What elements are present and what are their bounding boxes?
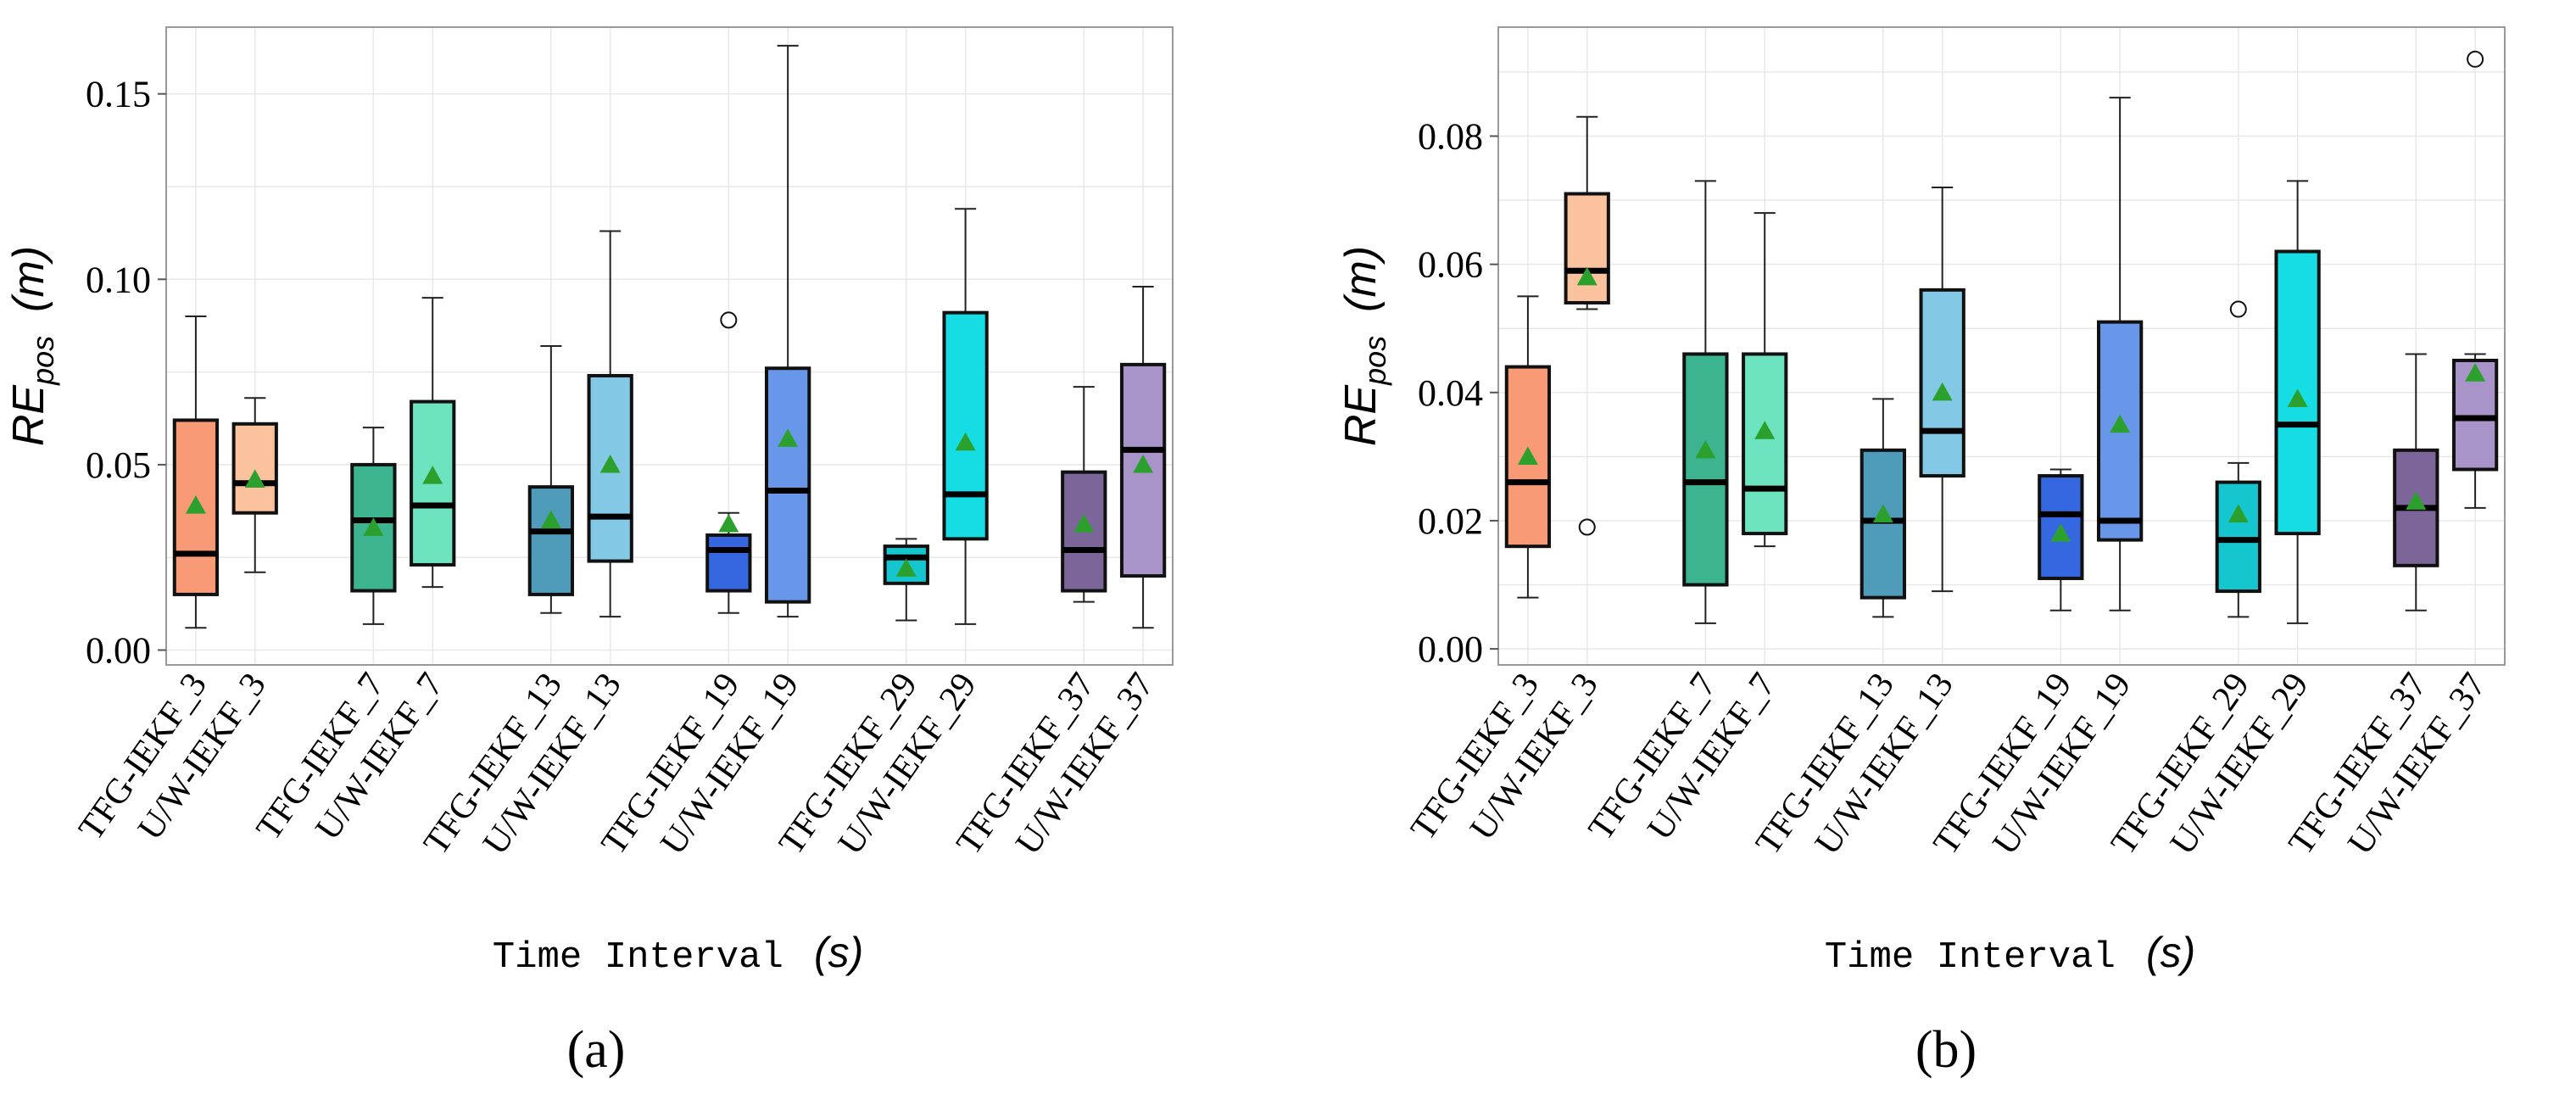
box-TFG-IEKF_13 — [527, 345, 574, 614]
mean-marker — [1133, 454, 1154, 473]
mean-marker — [2465, 363, 2486, 382]
box-iqr — [231, 422, 278, 515]
box-TFG-IEKF_29 — [2215, 300, 2261, 618]
mean-marker — [778, 428, 799, 447]
box-U/W-IEKF_7 — [410, 297, 456, 589]
mean-marker — [2110, 414, 2131, 433]
mean-marker — [363, 517, 384, 536]
x-axis-label-main: Time Interval — [1825, 936, 2116, 979]
box-iqr — [2274, 249, 2321, 536]
mean-marker — [1754, 421, 1776, 439]
outlier-point — [2229, 300, 2247, 318]
box-TFG-IEKF_3 — [172, 315, 220, 629]
y-axis-label: REpos (m) — [1336, 246, 1392, 446]
box-iqr — [705, 533, 752, 593]
box-iqr — [765, 366, 811, 604]
box-TFG-IEKF_29 — [883, 538, 929, 622]
mean-marker — [2228, 504, 2249, 522]
box-iqr — [2215, 480, 2261, 594]
panel-label: (a) — [567, 1021, 626, 1079]
x-axis-label: Time Interval (s) — [1825, 929, 2196, 979]
y-tick-label: 0.04 — [1418, 372, 1483, 414]
box-TFG-IEKF_37 — [2393, 353, 2439, 611]
box-U/W-IEKF_29 — [2274, 180, 2321, 624]
box-TFG-IEKF_3 — [1504, 295, 1552, 599]
outlier-point — [720, 311, 738, 329]
box-U/W-IEKF_29 — [942, 208, 989, 625]
mean-marker — [599, 454, 621, 473]
mean-marker — [1695, 439, 1716, 459]
mean-marker — [1932, 382, 1953, 401]
panel-label: (b) — [1915, 1021, 1977, 1079]
box-U/W-IEKF_3 — [1564, 115, 1610, 536]
mean-marker — [955, 432, 976, 451]
box-U/W-IEKF_37 — [1119, 286, 1167, 629]
x-axis-label-main: Time Interval — [493, 936, 783, 979]
mean-marker — [540, 510, 561, 529]
box-U/W-IEKF_3 — [231, 397, 278, 573]
mean-marker — [718, 513, 739, 533]
y-axis-label-unit: (m) — [4, 246, 53, 312]
box-U/W-IEKF_13 — [1919, 186, 1965, 593]
plot-area — [166, 27, 1173, 665]
mean-marker — [2406, 491, 2427, 510]
y-axis-label-sub: pos — [1358, 336, 1392, 386]
box-U/W-IEKF_7 — [1742, 212, 1788, 548]
y-tick-label: 0.02 — [1418, 500, 1483, 542]
y-axis-label-unit: (m) — [1336, 246, 1386, 312]
y-tick-label: 0.06 — [1418, 244, 1483, 286]
y-axis-label-sub: pos — [25, 336, 60, 386]
y-tick-label: 0.05 — [86, 444, 151, 486]
box-iqr — [942, 310, 989, 541]
box-TFG-IEKF_13 — [1860, 398, 1906, 618]
y-tick-label: 0.00 — [1418, 628, 1483, 670]
mean-marker — [185, 495, 206, 514]
panel-b: 0.000.020.040.060.08TFG-IEKF_3U/W-IEKF_3… — [1336, 26, 2506, 1079]
box-TFG-IEKF_19 — [705, 311, 752, 614]
box-iqr — [1682, 352, 1729, 587]
mean-marker — [1576, 266, 1597, 286]
mean-marker — [1872, 504, 1893, 522]
box-TFG-IEKF_7 — [1682, 180, 1729, 624]
mean-marker — [1073, 513, 1095, 533]
mean-marker — [244, 469, 265, 488]
box-iqr — [1742, 352, 1788, 536]
box-TFG-IEKF_7 — [350, 427, 397, 625]
y-axis-label-main: RE — [4, 384, 53, 447]
y-tick-label: 0.10 — [86, 259, 151, 300]
panel-a: 0.000.050.100.15TFG-IEKF_3U/W-IEKF_3TFG-… — [4, 26, 1174, 1079]
y-axis-label-main: RE — [1336, 384, 1386, 447]
outlier-point — [2467, 50, 2484, 68]
box-U/W-IEKF_13 — [587, 230, 633, 618]
y-tick-label: 0.08 — [1418, 115, 1483, 157]
box-iqr — [1564, 192, 1610, 304]
x-axis-label-unit: (s) — [2146, 929, 2195, 976]
box-iqr — [527, 485, 574, 596]
y-tick-label: 0.15 — [86, 74, 151, 115]
plot-area — [1498, 27, 2505, 665]
box-iqr — [1860, 448, 1906, 600]
box-U/W-IEKF_19 — [765, 44, 811, 618]
outlier-point — [1578, 518, 1596, 536]
plot-frame — [165, 26, 1174, 666]
plot-frame — [1497, 26, 2506, 666]
mean-marker — [2287, 388, 2308, 407]
box-U/W-IEKF_19 — [2097, 97, 2144, 611]
x-axis-label-unit: (s) — [814, 929, 863, 976]
y-tick-label: 0.00 — [86, 630, 151, 672]
mean-marker — [895, 558, 917, 577]
mean-marker — [2050, 523, 2071, 542]
mean-marker — [422, 466, 443, 484]
box-U/W-IEKF_37 — [2451, 50, 2499, 509]
mean-marker — [1517, 446, 1538, 465]
box-TFG-IEKF_37 — [1061, 386, 1107, 603]
x-axis-label: Time Interval (s) — [493, 929, 864, 979]
y-axis-label: REpos (m) — [4, 246, 60, 446]
box-TFG-IEKF_19 — [2038, 468, 2084, 611]
